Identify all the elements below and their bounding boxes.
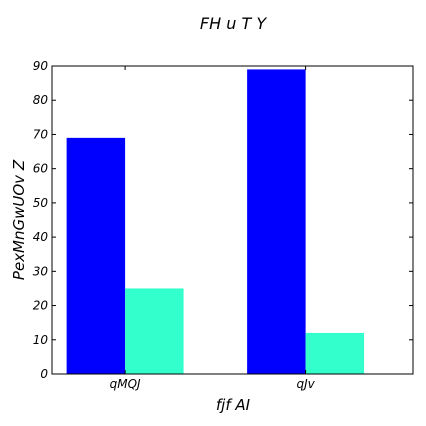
y-tick-label: 30 xyxy=(33,264,49,278)
bars-group xyxy=(66,69,365,374)
bar xyxy=(247,69,306,374)
y-ticks-group: 0 10 20 30 40 50 60 70 80 90 xyxy=(33,59,413,381)
chart-title: FH u T Y xyxy=(200,14,267,33)
y-axis-label: PexMnGwUOv Z xyxy=(10,159,28,280)
y-tick-label: 90 xyxy=(33,59,49,73)
x-tick-label: qMQJ xyxy=(110,377,141,391)
bar xyxy=(66,137,126,374)
y-tick-label: 70 xyxy=(33,127,49,141)
bar xyxy=(305,332,365,374)
y-tick-label: 50 xyxy=(33,196,49,210)
y-tick-label: 80 xyxy=(33,93,49,107)
y-tick-label: 10 xyxy=(33,333,49,347)
y-tick-label: 0 xyxy=(40,367,48,381)
x-axis-label: fjf AI xyxy=(216,396,251,414)
y-tick-label: 20 xyxy=(33,299,49,313)
x-tick-label: qJv xyxy=(296,377,315,391)
x-ticks-group: qMQJ qJv xyxy=(110,66,316,391)
bar xyxy=(125,288,184,374)
y-tick-label: 60 xyxy=(33,162,49,176)
plot-frame xyxy=(51,65,414,375)
y-tick-label: 40 xyxy=(33,230,49,244)
